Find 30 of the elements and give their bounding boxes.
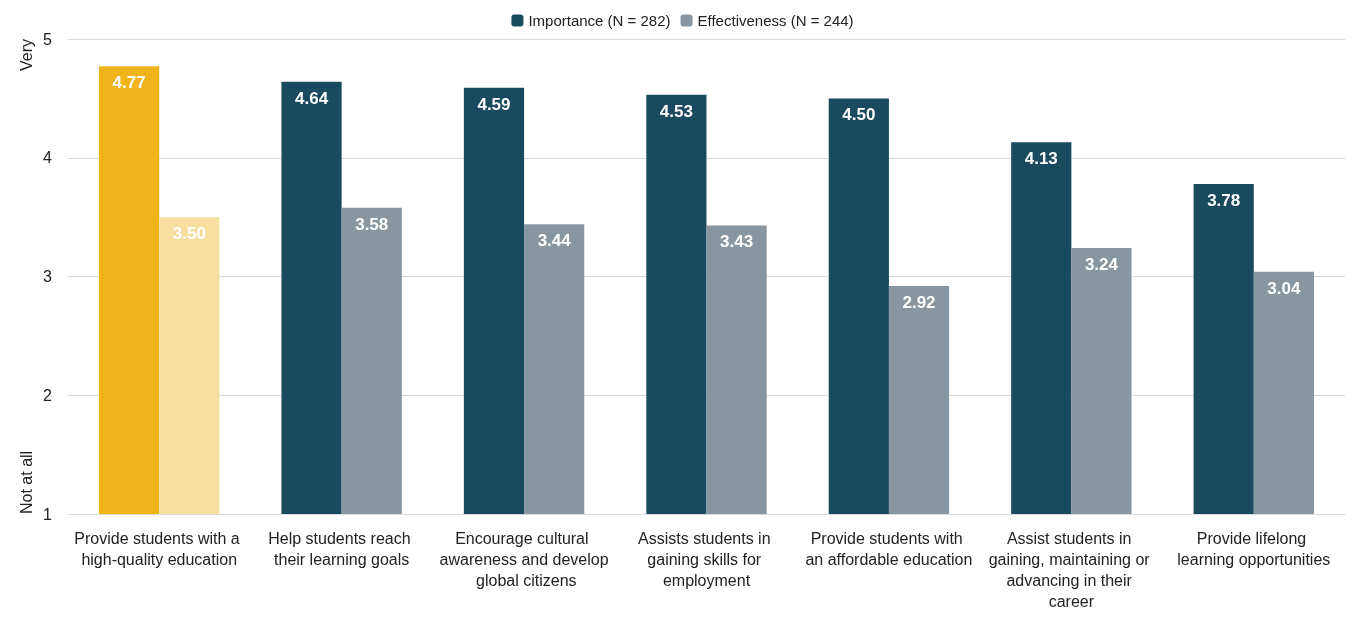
data-label: 3.24 <box>1084 255 1119 274</box>
text: Not at all <box>17 450 35 514</box>
data-label: 3.43 <box>720 232 754 252</box>
legend-label: Effectiveness (N = 244) <box>697 12 854 29</box>
data-label: 3.04 <box>1267 278 1301 298</box>
x-tick-label: Assists students in gaining skills for employment <box>638 530 775 589</box>
x-tick-label: Provide lifelong learning opportunities <box>1177 530 1331 568</box>
legend-label: Importance (N = 282) <box>528 12 671 29</box>
data-label: 4.53 <box>659 101 693 121</box>
x-tick-label: Assist students in gaining, maintaining or advancing in their career <box>988 530 1155 610</box>
data-label: 3.50 <box>172 224 206 244</box>
data-label: 4.77 <box>112 73 146 93</box>
x-tick-label: Provide students with an affordable education <box>805 530 973 568</box>
data-label: 3.58 <box>355 214 389 234</box>
text: Very <box>17 39 35 72</box>
data-label: 2.92 <box>902 293 936 312</box>
data-label: 4.64 <box>295 88 329 108</box>
y-tick-label: 4 <box>43 149 53 167</box>
x-tick-label: Encourage cultural awareness and develop global citizens <box>439 530 609 589</box>
data-label: 3.78 <box>1207 190 1241 210</box>
y-tick-label: 1 <box>43 505 53 523</box>
data-label: 4.13 <box>1024 149 1058 169</box>
x-tick-label: Help students reach their learning goals <box>268 530 416 568</box>
y-tick-label: 2 <box>43 386 53 404</box>
y-tick-label: 5 <box>43 30 53 48</box>
x-tick-label: Provide students with a high-quality education <box>74 530 245 568</box>
data-label: 3.44 <box>537 231 572 251</box>
data-label: 4.59 <box>477 94 511 114</box>
y-tick-label: 3 <box>43 268 53 285</box>
data-label: 4.50 <box>842 105 876 125</box>
